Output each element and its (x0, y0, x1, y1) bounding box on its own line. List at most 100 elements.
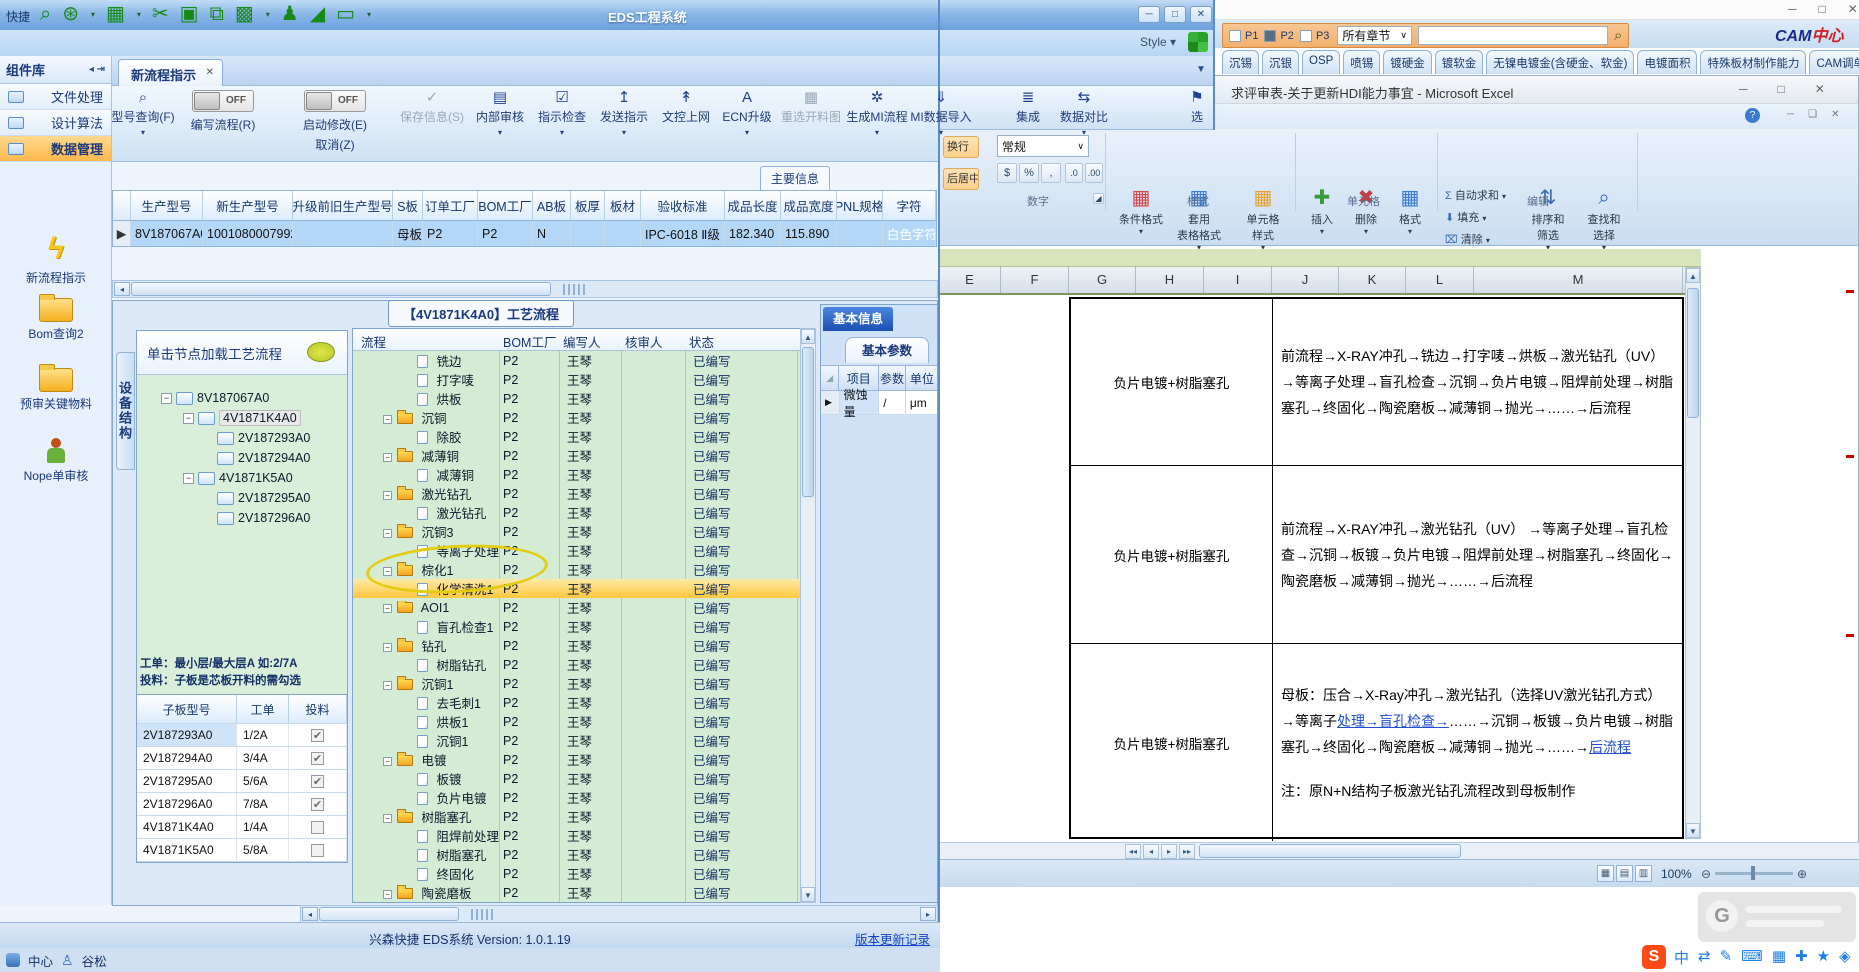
toggle-knob[interactable] (306, 92, 332, 110)
column-header-BOM工厂[interactable]: BOM工厂 (503, 336, 557, 350)
flow-row-烘板1[interactable]: 烘板1 P2 王琴 已编写 (353, 712, 801, 731)
cell-param[interactable]: / (879, 391, 906, 415)
cell-order[interactable]: 7/8A (237, 793, 289, 815)
table-row[interactable]: ▶8V187067A010010800079921母板P2P2NIPC-6018… (113, 221, 936, 246)
zoom-slider-thumb[interactable] (1751, 866, 1755, 880)
sidebar-tool-预审关键物料[interactable]: 预审关键物料 (0, 364, 112, 412)
flow-node-label[interactable]: 终固化 (433, 868, 474, 882)
splitter-grip[interactable] (563, 284, 587, 295)
flow-node-label[interactable]: 打字唛 (433, 374, 474, 388)
flow-node-label[interactable]: 激光钻孔 (433, 507, 487, 521)
column-header-L[interactable]: L (1406, 267, 1474, 293)
chevron-down-icon[interactable]: ▾ (367, 9, 372, 19)
tree-node-4V1871K5A0[interactable]: − 4V1871K5A0 (183, 469, 293, 487)
bottom-horizontal-scrollbar[interactable]: ◂ ▸ (300, 905, 938, 923)
tree-node-2V187293A0[interactable]: 2V187293A0 (217, 429, 310, 447)
flow-row-去毛刺1[interactable]: 去毛刺1 P2 王琴 已编写 (353, 693, 801, 712)
flow-row-激光钻孔[interactable]: − 激光钻孔 P2 王琴 已编写 (353, 484, 801, 503)
minimize-icon[interactable]: ─ (1138, 6, 1160, 23)
chevron-down-icon[interactable]: ▾ (90, 9, 95, 19)
chevron-down-icon[interactable]: ▾ (1081, 128, 1086, 137)
ribbon-sub-button[interactable]: 取消(Z) (315, 138, 355, 152)
checkbox-checked-icon[interactable]: ✔ (311, 774, 324, 788)
flow-node-label[interactable]: 树脂塞孔 (433, 849, 487, 863)
column-header-J[interactable]: J (1272, 267, 1339, 293)
column-header-新生产型号[interactable]: 新生产型号 (203, 191, 293, 221)
checkbox-P3[interactable] (1299, 29, 1312, 42)
chevron-down-icon[interactable]: ▾ (497, 128, 502, 137)
tree-node-label[interactable]: 2V187294A0 (238, 451, 311, 465)
expander-icon[interactable]: − (383, 603, 392, 613)
cell[interactable] (571, 221, 605, 246)
flow-row-打字唛[interactable]: 打字唛 P2 王琴 已编写 (353, 370, 801, 389)
tab-basic-info[interactable]: 基本信息 (823, 307, 893, 331)
ime-icon[interactable]: 中 (1674, 949, 1690, 967)
chevron-down-icon[interactable]: ▾ (140, 128, 145, 137)
ribbon-button-填充[interactable]: ⬇ 填充 ▾ (1445, 212, 1487, 224)
expander-icon[interactable]: − (383, 567, 392, 576)
scissors-icon[interactable]: ✂ (151, 3, 169, 25)
column-header-板厚[interactable]: 板厚 (571, 191, 605, 221)
copy-icon[interactable]: ⧉ (209, 3, 224, 25)
normal-view-icon[interactable]: ▦ (1597, 865, 1614, 882)
cell-order[interactable]: 3/4A (237, 747, 289, 769)
ime-toolbar[interactable]: S 中 ⇄ ✎ ⌨ ▦ ✚ ★ ◈ (1642, 944, 1851, 970)
checkbox-checked-icon[interactable]: ✔ (311, 728, 324, 742)
flow-row-棕化1[interactable]: − 棕化1 P2 王琴 已编写 (353, 560, 801, 579)
checkbox-checked-icon[interactable]: ✔ (311, 751, 324, 765)
flow-row-树脂塞孔[interactable]: 树脂塞孔 P2 王琴 已编写 (353, 845, 801, 864)
flow-row-树脂钻孔[interactable]: 树脂钻孔 P2 王琴 已编写 (353, 655, 801, 674)
tree-node-label[interactable]: 2V187296A0 (238, 511, 311, 525)
params-row[interactable]: ▶ 微蚀量 / μm (821, 388, 937, 419)
version-history-link[interactable]: 版本更新记录 (854, 933, 930, 947)
tab-device-structure[interactable]: 设备结构 (116, 352, 135, 470)
ribbon-button-自动求和[interactable]: Σ 自动求和 ▾ (1445, 190, 1506, 202)
tree-node-label[interactable]: 2V187293A0 (238, 431, 311, 445)
cell-process-type[interactable]: 负片电镀+树脂塞孔 (1071, 644, 1273, 841)
cam-tab-镀软金[interactable]: 镀软金 (1434, 50, 1484, 74)
expander-icon[interactable]: − (383, 757, 392, 766)
cam-tab-CAM调单制作规则[interactable]: CAM调单制作规则 (1809, 50, 1859, 74)
scroll-down-icon[interactable]: ▼ (1686, 823, 1700, 838)
flow-node-label[interactable]: 激光钻孔 (418, 488, 472, 502)
expander-icon[interactable]: − (383, 814, 392, 823)
table-icon[interactable]: ▦ (105, 3, 125, 25)
cam-tab-沉银[interactable]: 沉银 (1262, 50, 1299, 74)
column-header-流程[interactable]: 流程 (361, 336, 387, 350)
currency-button[interactable]: $ (997, 163, 1017, 183)
flow-node-label[interactable]: 烘板 (433, 393, 462, 407)
flow-node-label[interactable]: AOI1 (418, 600, 450, 615)
ribbon-button-选[interactable]: ⚑ 选 (1184, 88, 1210, 125)
expander-icon[interactable]: − (383, 415, 392, 424)
flow-row-沉铜3[interactable]: − 沉铜3 P2 王琴 已编写 (353, 522, 801, 541)
scrollbar-thumb[interactable] (1199, 844, 1461, 858)
cell-model[interactable]: 2V187295A0 (137, 770, 237, 792)
maximize-icon[interactable]: □ (1818, 2, 1826, 16)
tree-node-2V187294A0[interactable]: 2V187294A0 (217, 449, 310, 467)
scroll-up-icon[interactable]: ▲ (1686, 268, 1700, 283)
column-header-H[interactable]: H (1136, 267, 1204, 293)
cell[interactable]: 白色字符 (883, 221, 936, 246)
tree-node-8V187067A0[interactable]: − 8V187067A0 (161, 389, 269, 407)
close-icon[interactable]: ✕ (1831, 109, 1840, 120)
flow-row-板镀[interactable]: 板镀 P2 王琴 已编写 (353, 769, 801, 788)
scroll-right-icon[interactable]: ▸ (920, 907, 936, 921)
cell-process-type[interactable]: 负片电镀+树脂塞孔 (1071, 466, 1273, 643)
flow-node-label[interactable]: 负片电镀 (433, 792, 487, 806)
cell[interactable] (837, 221, 883, 246)
toggle-switch[interactable]: OFF (304, 90, 366, 112)
close-tab-icon[interactable]: ✕ (205, 67, 215, 78)
column-header-I[interactable]: I (1204, 267, 1272, 293)
excel-window-controls[interactable]: ─ □ ✕ (1739, 82, 1825, 96)
cell-feed[interactable] (289, 816, 347, 838)
flow-node-label[interactable]: 沉铜3 (418, 526, 454, 540)
sheet-row[interactable]: 负片电镀+树脂塞孔 前流程→X-RAY冲孔→铣边→打字唛→烘板→激光钻孔（UV） … (1071, 299, 1682, 466)
center-icon[interactable] (6, 953, 20, 967)
scroll-down-icon[interactable]: ▼ (801, 887, 815, 902)
column-header-corner[interactable] (113, 191, 131, 221)
merge-center-button[interactable]: 后居中 (943, 168, 979, 190)
flow-node-label[interactable]: 沉铜1 (433, 735, 469, 749)
ribbon-button-查找和选择[interactable]: ⌕ 查找和 选择 ▾ (1577, 185, 1631, 263)
cell-process-flow[interactable]: 前流程→X-RAY冲孔→激光钻孔（UV） →等离子处理→盲孔检查→沉铜→板镀→负… (1273, 466, 1682, 643)
cell-item[interactable]: 微蚀量 (839, 388, 880, 419)
